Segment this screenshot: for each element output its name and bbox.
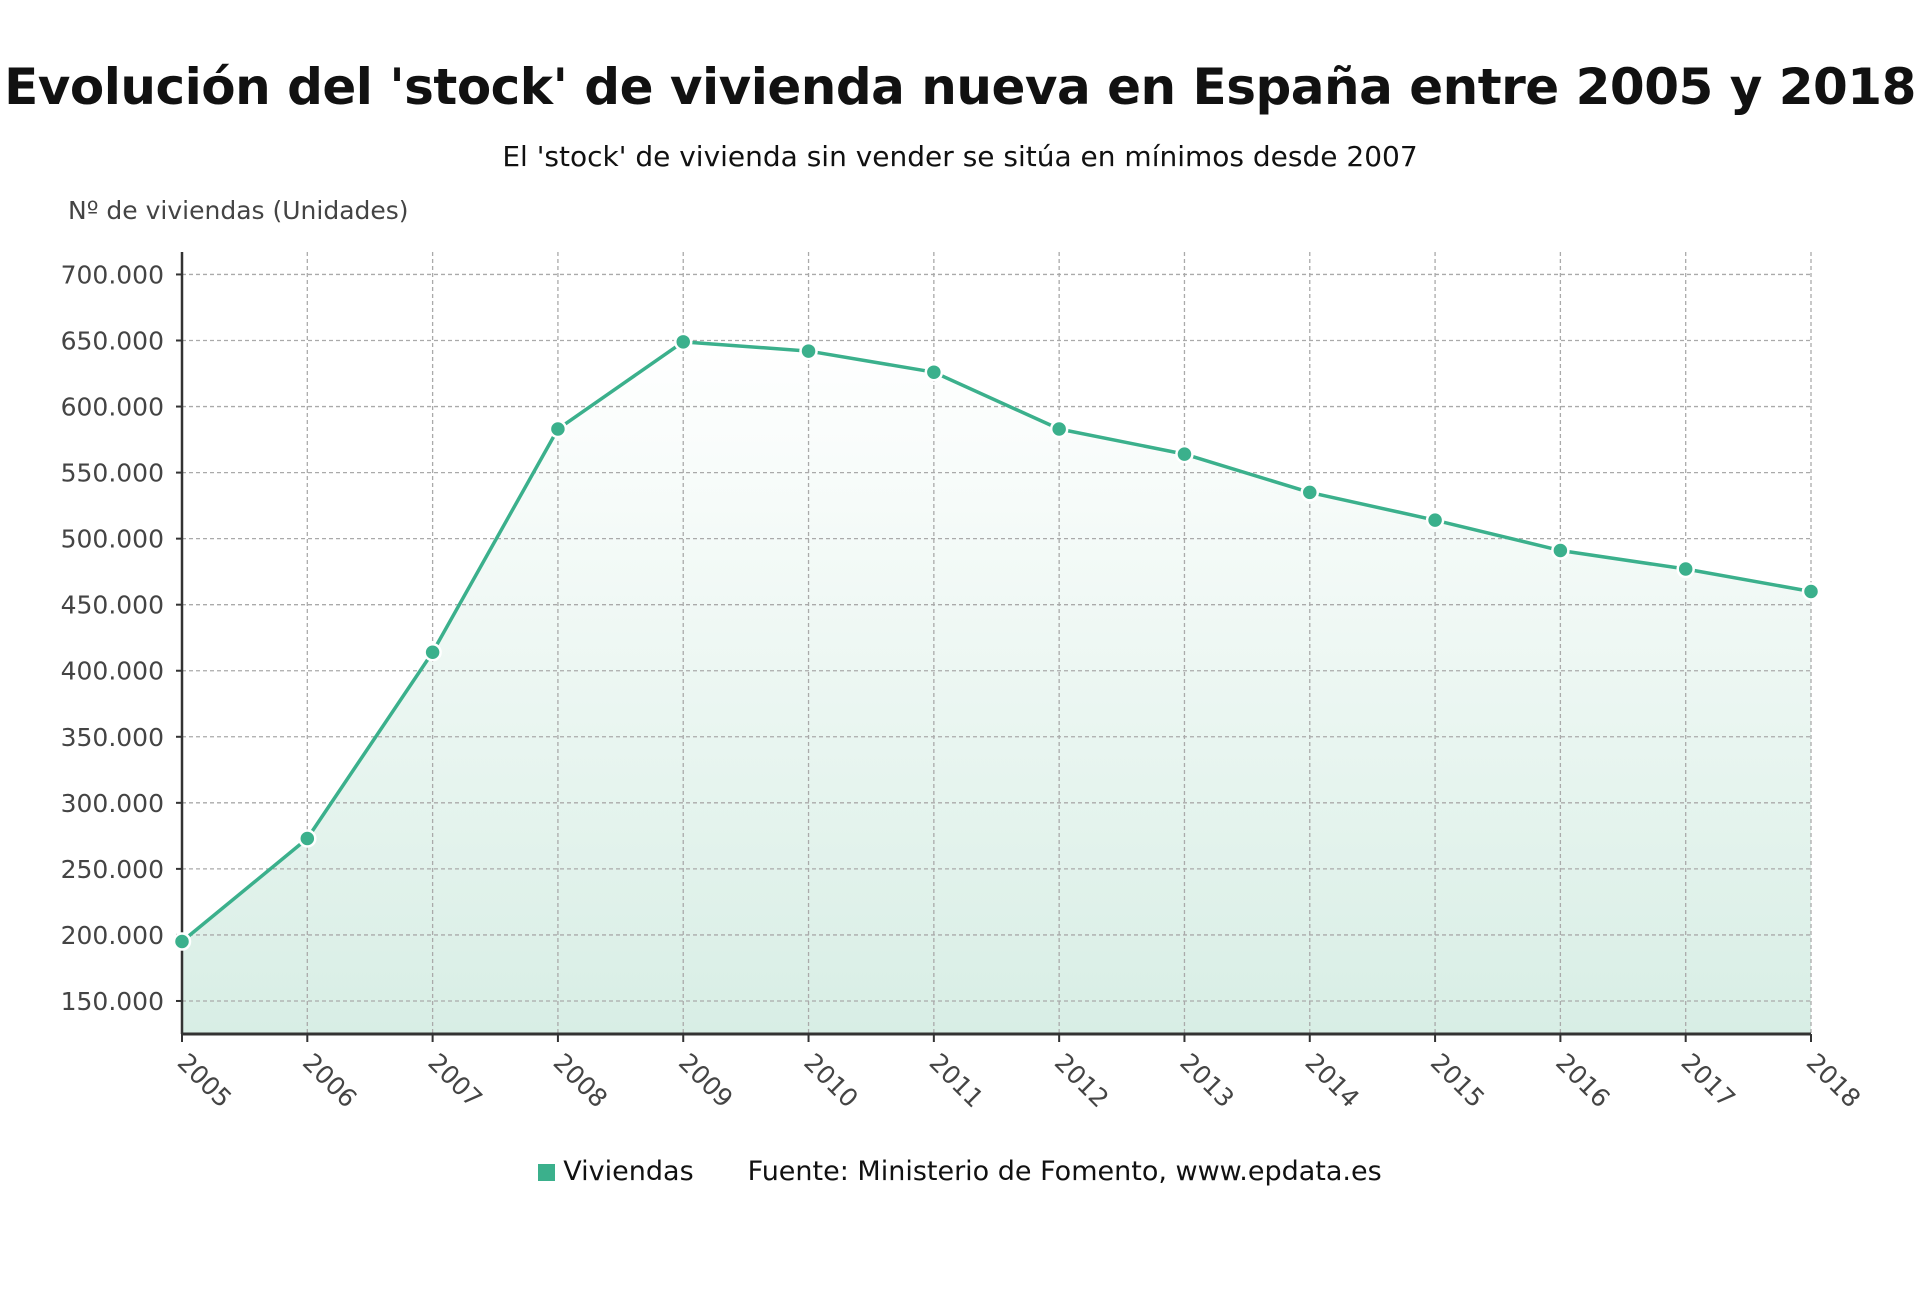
x-tick-label: 2012 [1049,1048,1114,1113]
y-axis-label: Nº de viviendas (Unidades) [68,196,409,225]
data-point [924,362,944,382]
legend-label: Viviendas [563,1156,694,1187]
y-tick-label: 450.000 [61,591,164,620]
x-tick-label: 2016 [1550,1048,1615,1113]
x-tick-label: 2010 [798,1048,863,1113]
x-tick-label: 2017 [1675,1048,1740,1113]
x-tick-label: 2006 [297,1048,362,1113]
series-line [180,340,1812,943]
data-point [1551,541,1570,560]
x-tick-label: 2013 [1174,1048,1239,1113]
data-point [1300,483,1320,502]
x-tick-label: 2014 [1300,1048,1365,1113]
chart-title: Evolución del 'stock' de vivienda nueva … [4,58,1916,116]
area-fill [182,341,1811,1034]
data-point [1175,444,1194,464]
y-tick-label: 650.000 [61,327,164,356]
data-point [423,642,442,662]
source-note: Fuente: Ministerio de Fomento, www.epdat… [747,1156,1382,1187]
x-tick-label: 2005 [172,1048,237,1113]
legend-swatch [538,1164,556,1181]
legend: Viviendas Fuente: Ministerio de Fomento, … [0,1156,1920,1187]
y-tick-label: 700.000 [61,260,164,289]
x-tick-label: 2008 [548,1048,613,1113]
data-point [172,932,192,951]
y-tick-label: 300.000 [61,789,164,818]
data-point [548,419,568,439]
y-tick-label: 150.000 [61,987,164,1016]
x-tick-label: 2011 [924,1048,989,1113]
y-tick-label: 500.000 [61,525,164,554]
x-tick-label: 2018 [1801,1048,1866,1113]
y-tick-label: 350.000 [61,723,164,752]
y-tick-label: 250.000 [61,855,164,884]
data-point [799,341,818,361]
data-point [673,332,693,352]
y-tick-label: 600.000 [61,393,164,422]
x-tick-label: 2007 [422,1048,487,1113]
x-tick-label: 2009 [673,1048,738,1113]
data-point [1049,419,1069,439]
data-point [1425,510,1445,530]
y-tick-label: 400.000 [61,657,164,686]
data-point [1801,582,1821,601]
y-tick-label: 200.000 [61,921,164,950]
data-point [298,829,317,848]
chart-subtitle: El 'stock' de vivienda sin vender se sit… [502,140,1418,173]
x-tick-label: 2015 [1425,1048,1490,1113]
data-point [1676,559,1695,579]
y-tick-label: 550.000 [61,459,164,488]
